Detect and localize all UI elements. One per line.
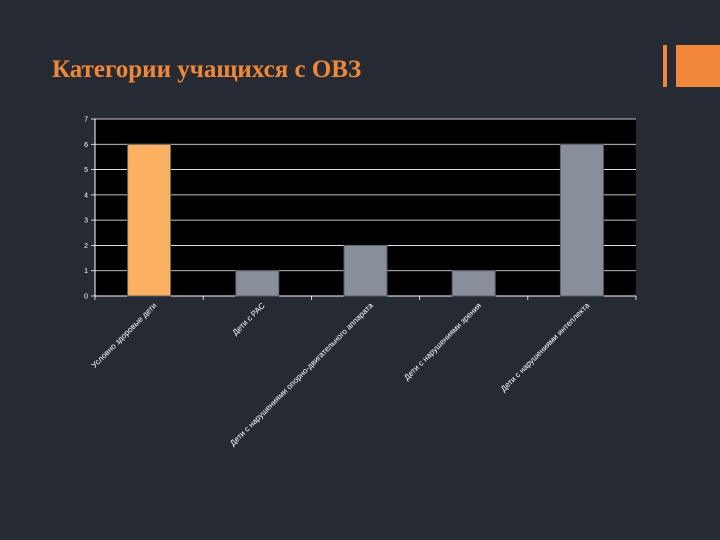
- bar-1: [127, 143, 172, 297]
- y-tick-label: 5: [84, 167, 88, 174]
- bar-4: [451, 270, 496, 297]
- bar-5: [559, 143, 604, 297]
- decorative-accent-block: [676, 45, 720, 87]
- y-tick-label: 0: [84, 294, 88, 301]
- y-tick-label: 2: [84, 243, 88, 250]
- category-label: Условно здоровые дети: [90, 301, 159, 370]
- y-tick-label: 4: [84, 192, 88, 199]
- y-tick-label: 7: [84, 117, 88, 124]
- y-tick-label: 1: [84, 268, 88, 275]
- bars: [127, 143, 604, 297]
- slide-title: Категории учащихся с ОВЗ: [52, 56, 362, 83]
- category-labels: Условно здоровые дети Дети с РАС Дети с на…: [90, 301, 592, 448]
- y-tick-label: 6: [84, 142, 88, 149]
- bar-2: [235, 270, 280, 297]
- bar-3: [343, 244, 388, 297]
- category-label: Дети с нарушениями интеллекта: [499, 301, 592, 394]
- decorative-accent-bar: [663, 45, 667, 87]
- category-label: Дети с РАС: [231, 301, 267, 337]
- category-label: Дети с нарушениями зрения: [402, 301, 483, 382]
- y-tick-label: 3: [84, 218, 88, 225]
